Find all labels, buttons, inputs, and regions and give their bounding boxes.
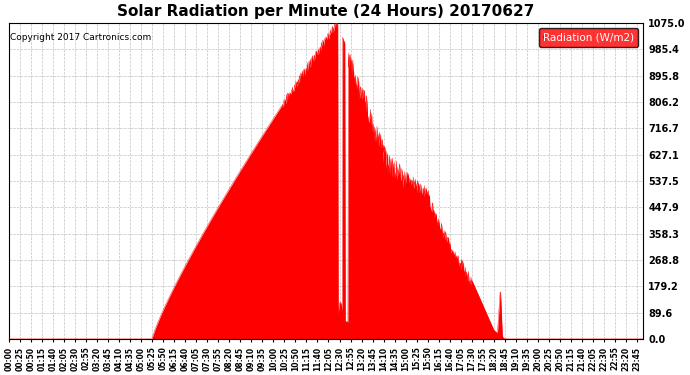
Legend: Radiation (W/m2): Radiation (W/m2) (539, 28, 638, 46)
Title: Solar Radiation per Minute (24 Hours) 20170627: Solar Radiation per Minute (24 Hours) 20… (117, 4, 535, 19)
Text: Copyright 2017 Cartronics.com: Copyright 2017 Cartronics.com (10, 33, 151, 42)
